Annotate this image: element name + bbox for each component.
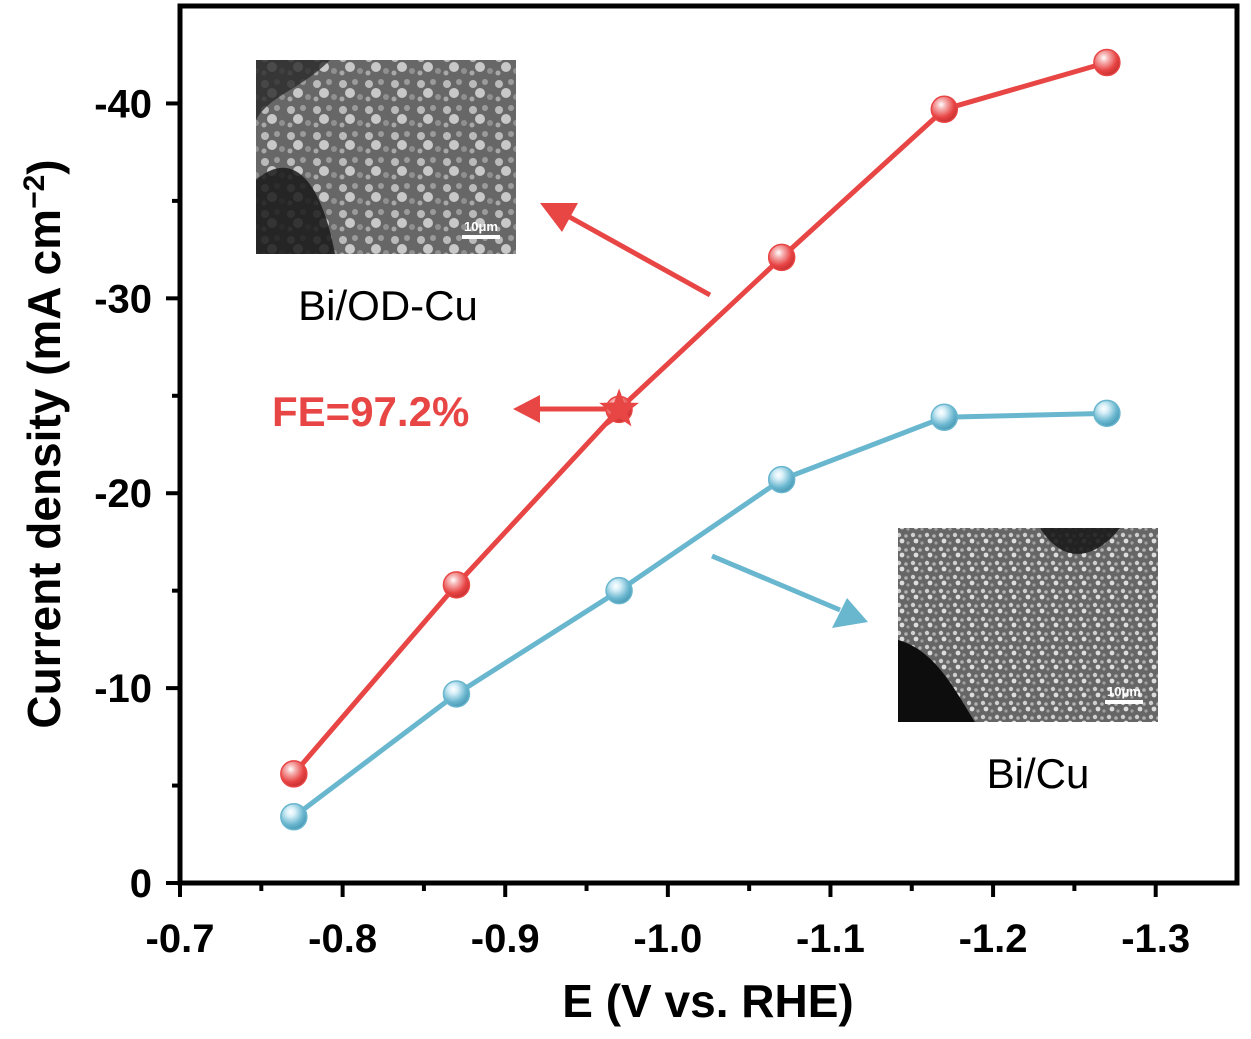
x-tick-label: -0.9 [471,917,540,961]
plot-frame [177,3,1240,886]
data-point-bi_cu [280,802,308,831]
scale-bar-label-bottom: 10μm [1107,684,1141,699]
x-tick-label: -1.2 [959,917,1028,961]
y-tick-label: -30 [94,277,152,321]
x-tick-label: -1.1 [796,917,865,961]
inset-label-bi-od-cu: Bi/OD-Cu [298,282,478,329]
data-point-bi_od_cu [767,243,796,272]
data-point-bi_cu [442,680,471,708]
x-axis-title: E (V vs. RHE) [562,975,853,1027]
data-point-bi_cu [1093,399,1121,428]
arrow-to-bi-cu-image [711,553,868,628]
fe-star-layer [599,388,639,427]
y-axis-title-main: Current density (mA cm [18,209,70,729]
y-tick-label: -10 [94,667,152,711]
y-axis-title: Current density (mA cm−2) [18,159,70,728]
data-point-bi_od_cu [1093,48,1121,77]
data-point-bi_cu [930,403,959,431]
scale-bar-label-top: 10μm [464,219,498,234]
arrow-to-fe-label [513,395,610,423]
data-point-bi_od_cu [930,95,959,124]
data-point-bi_cu [605,576,633,605]
inset-label-bi-cu: Bi/Cu [987,750,1090,797]
fe-star-marker [599,388,639,427]
series-line-bi_cu [292,410,1107,819]
series-line-bi_od_cu [291,60,1108,776]
y-axis-title-superscript: −2 [18,175,51,209]
data-point-bi_cu [767,465,796,494]
data-point-bi_od_cu [442,571,471,599]
arrow-to-bi-od-cu-image [540,203,712,298]
y-axis-title-close: ) [18,159,70,174]
y-tick-label: -40 [94,82,152,126]
sem-image-bi-cu: 10μm [898,528,1158,722]
data-point-bi_od_cu [280,760,308,788]
x-tick-label: -1.0 [633,917,702,961]
sem-image-bi-od-cu: 10μm [256,60,516,254]
y-axis-ticks: 0 -10 -20 -30 -40 [94,82,180,906]
series-lines [291,60,1108,819]
fe-annotation: FE=97.2% [272,388,469,435]
y-tick-label: -20 [94,472,152,516]
x-tick-label: -1.3 [1121,917,1190,961]
x-axis-ticks: -0.7 -0.8 -0.9 -1.0 -1.1 -1.2 -1.3 [146,883,1190,961]
x-tick-label: -0.7 [146,917,215,961]
x-tick-label: -0.8 [308,917,377,961]
y-tick-label: 0 [130,862,152,906]
